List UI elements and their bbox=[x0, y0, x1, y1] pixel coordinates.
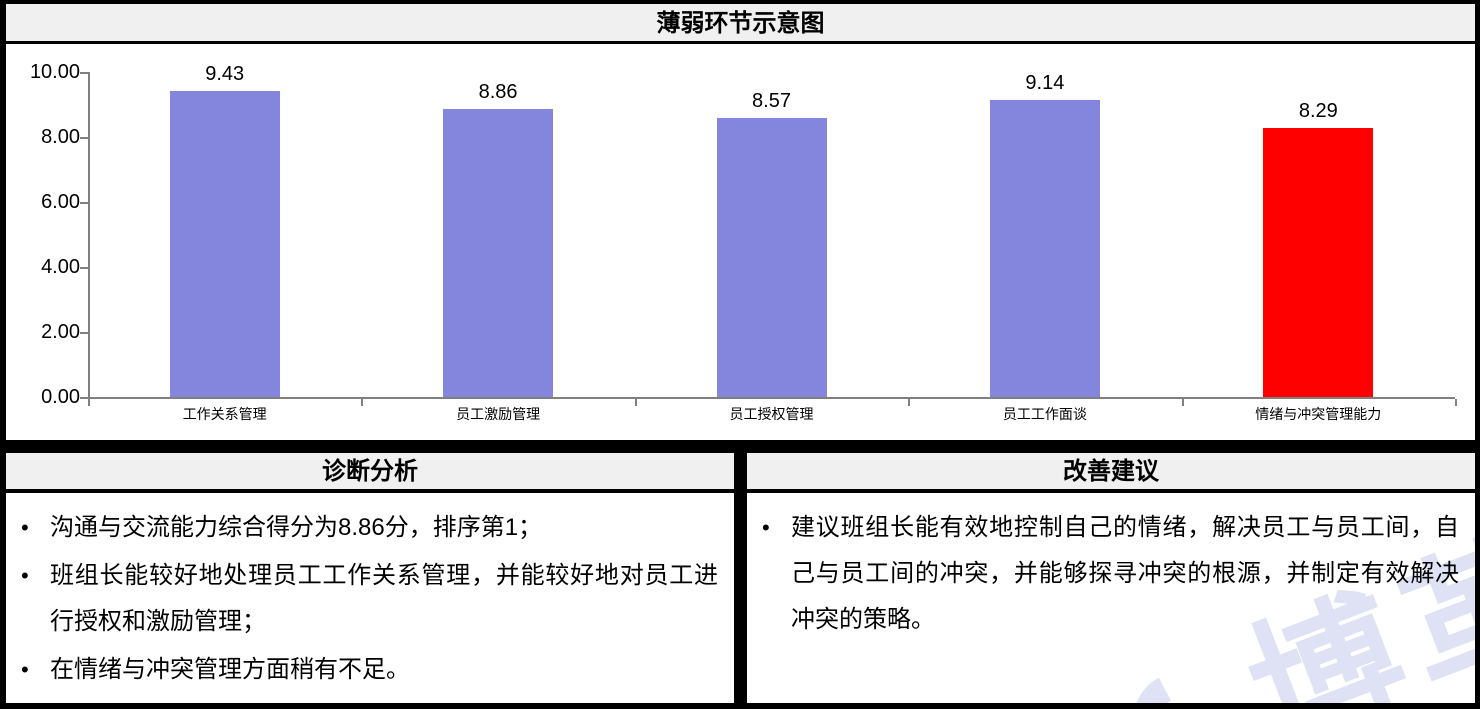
bar-情绪与冲突管理能力 bbox=[1263, 127, 1374, 397]
bullet-item: 在情绪与冲突管理方面稍有不足。 bbox=[6, 647, 718, 693]
y-axis-tick-label: 0.00 bbox=[41, 386, 80, 408]
bullet-item: 班组长能较好地处理员工工作关系管理，并能较好地对员工进行授权和激励管理； bbox=[6, 553, 718, 645]
x-axis-category-label: 工作关系管理 bbox=[182, 406, 267, 422]
x-axis-tick-mark bbox=[1181, 399, 1184, 406]
y-axis-line bbox=[88, 72, 90, 399]
x-axis-line bbox=[88, 397, 1455, 399]
panel-diagnosis-title: 诊断分析 bbox=[6, 453, 734, 493]
y-axis-tick-label: 10.00 bbox=[29, 61, 80, 83]
x-axis-tick-mark bbox=[908, 399, 911, 406]
y-axis-tick-mark bbox=[80, 137, 89, 139]
panel-diagnosis: 诊断分析 沟通与交流能力综合得分为8.86分，排序第1；班组长能较好地处理员工工… bbox=[6, 453, 734, 703]
bar-员工授权管理 bbox=[716, 118, 827, 397]
y-axis-tick-mark bbox=[80, 397, 89, 399]
y-axis-tick-mark bbox=[80, 267, 89, 269]
bar-chart: 0.00 2.00 4.00 6.00 8.00 10.00 9.43 工作关系管理 8.86 员… bbox=[6, 44, 1475, 440]
x-axis-tick-mark bbox=[1455, 399, 1457, 406]
bar-员工工作面谈 bbox=[989, 99, 1100, 397]
y-axis-tick-mark bbox=[80, 202, 89, 204]
bar-员工激励管理 bbox=[443, 109, 554, 397]
y-axis-tick-label: 6.00 bbox=[41, 191, 80, 213]
suggestions-bullet-list: 建议班组长能有效地控制自己的情绪，解决员工与员工间，自己与员工间的冲突，并能够探… bbox=[747, 493, 1475, 703]
bullet-item: 沟通与交流能力综合得分为8.86分，排序第1； bbox=[6, 505, 718, 551]
y-axis-tick-mark bbox=[80, 332, 89, 334]
bar-value-label: 8.29 bbox=[1298, 99, 1338, 122]
y-axis-tick-label: 2.00 bbox=[41, 321, 80, 343]
panel-suggestions-title: 改善建议 bbox=[747, 453, 1475, 493]
x-axis-category-label: 员工工作面谈 bbox=[1002, 406, 1087, 422]
bar-value-label: 9.43 bbox=[205, 62, 245, 85]
diagnosis-bullet-list: 沟通与交流能力综合得分为8.86分，排序第1；班组长能较好地处理员工工作关系管理… bbox=[6, 493, 734, 703]
bar-工作关系管理 bbox=[169, 90, 280, 397]
y-axis-tick-label: 4.00 bbox=[41, 256, 80, 278]
x-axis-tick-mark bbox=[634, 399, 637, 406]
bullet-item: 建议班组长能有效地控制自己的情绪，解决员工与员工间，自己与员工间的冲突，并能够探… bbox=[747, 505, 1459, 643]
x-axis-category-label: 情绪与冲突管理能力 bbox=[1255, 406, 1382, 422]
panel-suggestions: 改善建议 建议班组长能有效地控制自己的情绪，解决员工与员工间，自己与员工间的冲突… bbox=[747, 453, 1475, 703]
analysis-section: 诊断分析 沟通与交流能力综合得分为8.86分，排序第1；班组长能较好地处理员工工… bbox=[6, 440, 1475, 709]
x-axis-category-label: 员工激励管理 bbox=[456, 406, 541, 422]
bar-value-label: 8.57 bbox=[752, 90, 791, 113]
y-axis-tick-mark bbox=[80, 72, 89, 74]
x-axis-tick-mark bbox=[88, 399, 90, 406]
x-axis-category-label: 员工授权管理 bbox=[729, 406, 814, 422]
bar-value-label: 9.14 bbox=[1025, 71, 1065, 94]
x-axis-tick-mark bbox=[361, 399, 364, 406]
y-axis-tick-label: 8.00 bbox=[41, 126, 80, 148]
bar-value-label: 8.86 bbox=[478, 81, 518, 104]
chart-title: 薄弱环节示意图 bbox=[6, 4, 1475, 44]
